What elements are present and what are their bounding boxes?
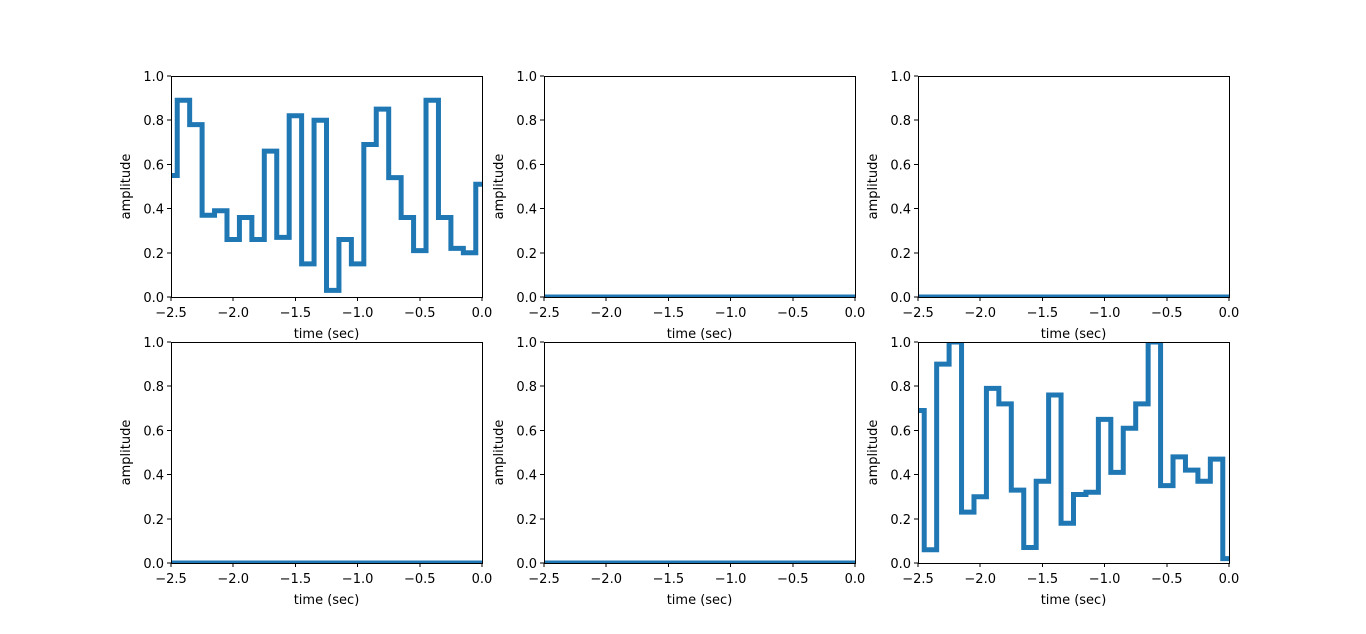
- x-tick-label: 0.0: [472, 306, 493, 321]
- subplot-3: −2.5 −2.0 −1.5 −1.0 −0.5 0.0 0.0 0.2 0.4 0.6 0.8 1.…: [866, 70, 1239, 342]
- y-tick-label: 1.0: [516, 336, 537, 351]
- y-tick-label: 0.4: [890, 469, 911, 484]
- x-tick-label: 0.0: [1219, 572, 1240, 587]
- subplot-2: −2.5 −2.0 −1.5 −1.0 −0.5 0.0 0.0 0.2 0.4 0.6 0.8 1.…: [492, 70, 865, 342]
- x-tick-label: −2.5: [155, 306, 187, 321]
- x-tick-label: −2.0: [217, 572, 249, 587]
- subplot-1: −2.5 −2.0 −1.5 −1.0 −0.5 0.0 0.0 0.2 0.4 0.6 0.8 1.…: [119, 70, 492, 342]
- y-tick-label: 0.4: [516, 203, 537, 218]
- x-tick-label: −2.5: [902, 572, 934, 587]
- x-tick-label: −2.0: [964, 572, 996, 587]
- y-tick-label: 0.2: [890, 513, 911, 528]
- series-line-1: [918, 342, 1229, 562]
- x-tick-label: 0.0: [845, 306, 866, 321]
- x-tick-label: −1.5: [653, 306, 685, 321]
- x-tick-label: −0.5: [777, 306, 809, 321]
- x-axis-label: time (sec): [294, 327, 360, 342]
- y-tick-label: 0.2: [890, 247, 911, 262]
- y-axis-label: amplitude: [119, 420, 134, 486]
- x-tick-label: −0.5: [404, 572, 436, 587]
- y-tick-label: 0.2: [516, 513, 537, 528]
- x-tick-label: 0.0: [845, 572, 866, 587]
- x-tick-label: −0.5: [404, 306, 436, 321]
- y-tick-label: 0.6: [143, 158, 164, 173]
- x-tick-label: −0.5: [1151, 572, 1183, 587]
- x-tick-label: −0.5: [777, 572, 809, 587]
- axes-frame: [918, 76, 1230, 298]
- axes-frame: [544, 342, 856, 564]
- y-tick-label: 0.4: [516, 469, 537, 484]
- x-tick-label: −2.5: [528, 572, 560, 587]
- y-tick-label: 0.0: [143, 557, 164, 572]
- y-axis-label: amplitude: [866, 154, 881, 220]
- x-tick-label: −1.5: [280, 572, 312, 587]
- x-tick-label: −1.0: [715, 306, 747, 321]
- y-tick-label: 0.0: [516, 557, 537, 572]
- x-tick-label: −0.5: [1151, 306, 1183, 321]
- x-tick-label: −2.5: [902, 306, 934, 321]
- axes-frame: [171, 76, 483, 298]
- x-axis-label: time (sec): [1041, 593, 1107, 608]
- y-tick-label: 0.0: [143, 291, 164, 306]
- y-tick-label: 0.8: [890, 114, 911, 129]
- x-tick-label: −1.5: [1027, 306, 1059, 321]
- y-tick-label: 1.0: [143, 70, 164, 85]
- x-tick-label: −1.0: [342, 306, 374, 321]
- y-tick-label: 0.4: [143, 203, 164, 218]
- y-tick-label: 0.4: [890, 203, 911, 218]
- y-tick-label: 0.8: [143, 380, 164, 395]
- y-axis-label: amplitude: [119, 154, 134, 220]
- x-tick-label: −1.0: [715, 572, 747, 587]
- y-tick-label: 1.0: [516, 70, 537, 85]
- y-axis-label: amplitude: [492, 154, 507, 220]
- x-axis-label: time (sec): [667, 327, 733, 342]
- y-tick-label: 0.6: [890, 424, 911, 439]
- x-tick-label: −2.0: [964, 306, 996, 321]
- y-tick-label: 1.0: [890, 70, 911, 85]
- y-tick-label: 0.0: [890, 291, 911, 306]
- x-tick-label: −2.5: [528, 306, 560, 321]
- y-tick-label: 1.0: [143, 336, 164, 351]
- y-tick-label: 0.2: [516, 247, 537, 262]
- x-tick-label: −2.0: [590, 572, 622, 587]
- x-tick-label: −2.5: [155, 572, 187, 587]
- axes-frame: [918, 342, 1230, 564]
- y-tick-label: 0.6: [516, 158, 537, 173]
- x-tick-label: −1.5: [1027, 572, 1059, 587]
- x-tick-label: 0.0: [472, 572, 493, 587]
- series-line-1: [171, 97, 482, 293]
- subplot-5: −2.5 −2.0 −1.5 −1.0 −0.5 0.0 0.0 0.2 0.4 0.6 0.8 1.…: [492, 336, 865, 608]
- y-tick-label: 0.0: [890, 557, 911, 572]
- subplot-4: −2.5 −2.0 −1.5 −1.0 −0.5 0.0 0.0 0.2 0.4 0.6 0.8 1.…: [119, 336, 492, 608]
- x-tick-label: −1.5: [280, 306, 312, 321]
- y-tick-label: 0.0: [516, 291, 537, 306]
- y-tick-label: 0.8: [890, 380, 911, 395]
- x-tick-label: −1.0: [342, 572, 374, 587]
- subplot-6: −2.5 −2.0 −1.5 −1.0 −0.5 0.0 0.0 0.2 0.4 0.6 0.8 1.…: [866, 336, 1239, 608]
- y-tick-label: 0.2: [143, 247, 164, 262]
- y-tick-label: 0.8: [516, 114, 537, 129]
- x-tick-label: −1.5: [653, 572, 685, 587]
- y-tick-label: 0.6: [890, 158, 911, 173]
- x-tick-label: −2.0: [217, 306, 249, 321]
- y-axis-label: amplitude: [492, 420, 507, 486]
- y-tick-label: 1.0: [890, 336, 911, 351]
- axes-frame: [544, 76, 856, 298]
- y-tick-label: 0.8: [516, 380, 537, 395]
- axes-frame: [171, 342, 483, 564]
- y-tick-label: 0.6: [143, 424, 164, 439]
- x-tick-label: −2.0: [590, 306, 622, 321]
- y-tick-label: 0.2: [143, 513, 164, 528]
- y-tick-label: 0.6: [516, 424, 537, 439]
- x-tick-label: 0.0: [1219, 306, 1240, 321]
- x-tick-label: −1.0: [1089, 572, 1121, 587]
- y-tick-label: 0.8: [143, 114, 164, 129]
- y-axis-label: amplitude: [866, 420, 881, 486]
- y-tick-label: 0.4: [143, 469, 164, 484]
- x-tick-label: −1.0: [1089, 306, 1121, 321]
- x-axis-label: time (sec): [294, 593, 360, 608]
- x-axis-label: time (sec): [1041, 327, 1107, 342]
- x-axis-label: time (sec): [667, 593, 733, 608]
